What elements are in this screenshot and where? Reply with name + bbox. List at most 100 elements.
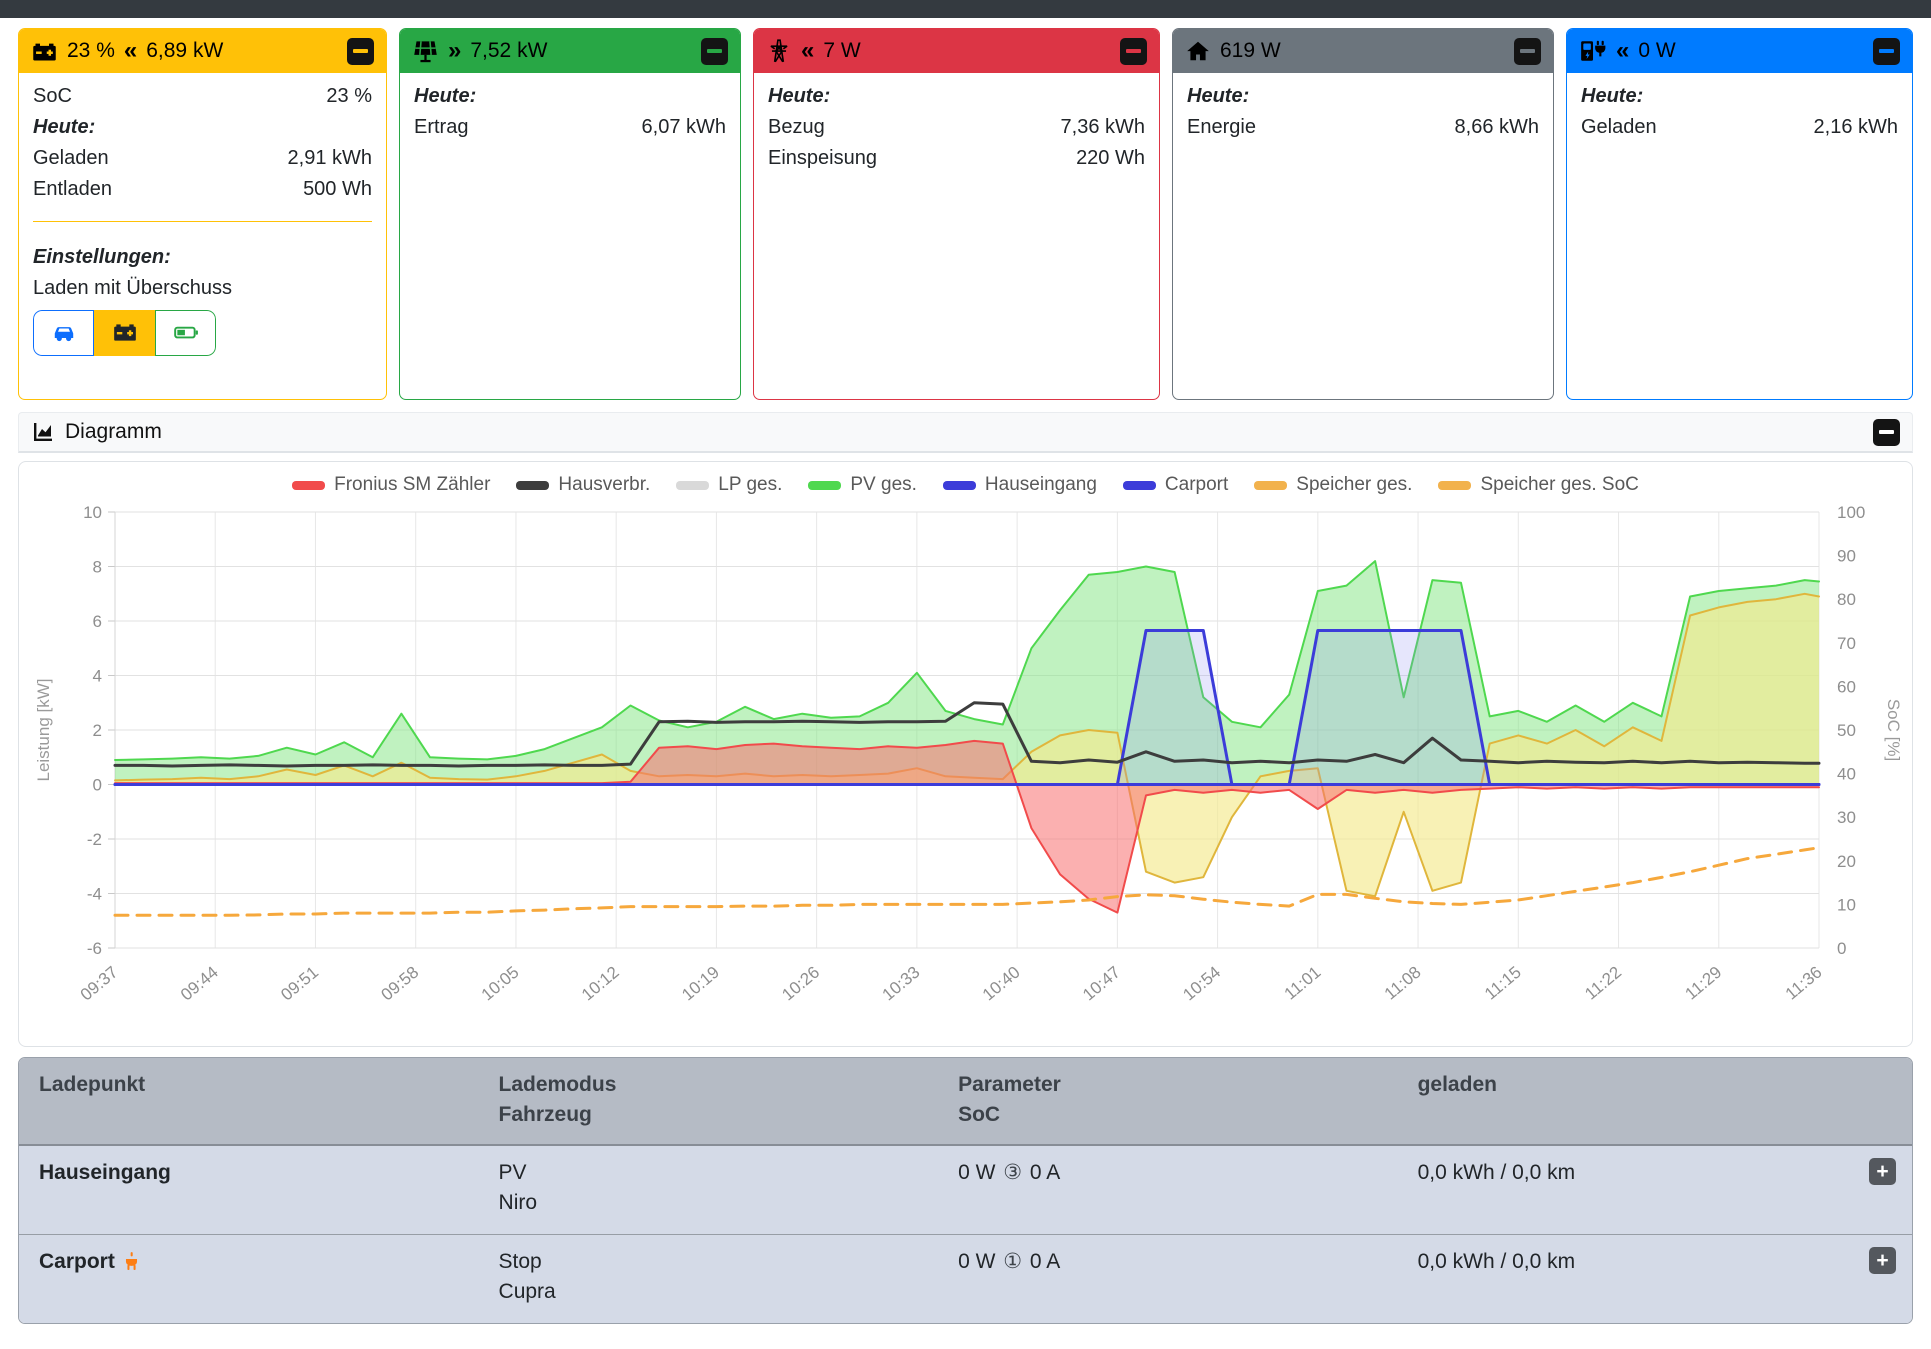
row-label: Entladen	[33, 174, 112, 205]
heute-heading: Heute:	[33, 112, 372, 143]
chevron-double-right-icon: »	[448, 41, 461, 61]
area-chart-icon	[31, 420, 55, 444]
minus-icon	[707, 49, 722, 53]
phase-count-badge: ①	[1001, 1250, 1024, 1273]
svg-text:40: 40	[1837, 765, 1856, 784]
svg-text:10:47: 10:47	[1079, 963, 1124, 1005]
svg-text:50: 50	[1837, 721, 1856, 740]
svg-text:09:44: 09:44	[177, 963, 222, 1005]
diagram-title: Diagramm	[65, 420, 162, 444]
svg-text:-6: -6	[87, 939, 102, 958]
legend-item[interactable]: Speicher ges. SoC	[1438, 474, 1638, 496]
expand-button[interactable]: +	[1869, 1247, 1896, 1274]
svg-text:4: 4	[93, 667, 102, 686]
svg-text:-4: -4	[87, 885, 102, 904]
house-card-header: 619 W	[1173, 29, 1553, 73]
svg-text:10:19: 10:19	[678, 963, 723, 1005]
legend-item[interactable]: PV ges.	[808, 474, 917, 496]
row-value: 7,36 kWh	[1061, 112, 1145, 143]
heute-heading: Heute:	[1581, 81, 1898, 112]
house-card-body: Heute: Energie 8,66 kWh	[1173, 73, 1553, 399]
legend-swatch	[676, 481, 709, 490]
soc-value: 23 %	[326, 81, 372, 112]
heute-heading: Heute:	[1187, 81, 1539, 112]
header-geladen: geladen	[1418, 1070, 1892, 1130]
minus-icon	[1879, 430, 1894, 434]
divider	[33, 221, 372, 222]
collapse-button[interactable]	[1873, 419, 1900, 446]
battery-priority-button[interactable]	[94, 310, 155, 356]
storage-power-value: 6,89 kW	[146, 39, 223, 63]
minus-icon	[1520, 49, 1535, 53]
collapse-button[interactable]	[1120, 38, 1147, 65]
legend-swatch	[808, 481, 841, 490]
mode-vehicle-cell: StopCupra	[499, 1247, 959, 1307]
top-bar	[0, 0, 1931, 18]
transmission-tower-icon	[766, 38, 792, 64]
svg-text:10: 10	[83, 503, 102, 522]
status-cards-row: 23 % « 6,89 kW SoC23 % Heute: Geladen2,9…	[18, 28, 1913, 400]
einstellungen-heading: Einstellungen:	[33, 242, 372, 273]
table-header-row: Ladepunkt LademodusFahrzeug ParameterSoC…	[19, 1058, 1912, 1146]
header-lademodus-fahrzeug: LademodusFahrzeug	[499, 1070, 959, 1130]
collapse-button[interactable]	[347, 38, 374, 65]
svg-text:10:12: 10:12	[578, 963, 623, 1005]
header-ladepunkt: Ladepunkt	[39, 1070, 499, 1130]
chargepoints-card-body: Heute: Geladen 2,16 kWh	[1567, 73, 1912, 399]
svg-text:6: 6	[93, 612, 102, 631]
svg-text:09:51: 09:51	[277, 963, 322, 1005]
storage-mode-button-group	[33, 310, 216, 356]
row-value: 8,66 kWh	[1455, 112, 1539, 143]
min-soc-button[interactable]	[155, 310, 216, 356]
minus-icon	[353, 49, 368, 53]
house-icon	[1185, 38, 1211, 64]
legend-item[interactable]: Speicher ges.	[1254, 474, 1412, 496]
plug-icon	[123, 1250, 140, 1280]
chargepoint-name: Carport	[39, 1247, 499, 1307]
svg-text:SoC [%]: SoC [%]	[1884, 699, 1903, 761]
mode-vehicle-cell: PVNiro	[499, 1158, 959, 1218]
svg-text:100: 100	[1837, 503, 1865, 522]
row-value: 2,16 kWh	[1814, 112, 1898, 143]
legend-item[interactable]: LP ges.	[676, 474, 782, 496]
power-chart: 1086420-2-4-6100908070605040302010009:37…	[27, 496, 1904, 1044]
svg-text:09:37: 09:37	[77, 963, 122, 1005]
car-priority-button[interactable]	[33, 310, 94, 356]
svg-text:11:08: 11:08	[1381, 963, 1425, 1004]
legend-item[interactable]: Fronius SM Zähler	[292, 474, 490, 496]
chargepoints-card: « 0 W Heute: Geladen 2,16 kWh	[1566, 28, 1913, 400]
soc-label: SoC	[33, 81, 72, 112]
storage-mode-label: Laden mit Überschuss	[33, 273, 372, 304]
table-row: Carport StopCupra 0 W ① 0 A 0,0 kWh / 0,…	[19, 1234, 1912, 1323]
legend-item[interactable]: Carport	[1123, 474, 1228, 496]
svg-text:10:05: 10:05	[478, 963, 523, 1005]
storage-card: 23 % « 6,89 kW SoC23 % Heute: Geladen2,9…	[18, 28, 387, 400]
legend-swatch	[1123, 481, 1156, 490]
collapse-button[interactable]	[1514, 38, 1541, 65]
svg-text:0: 0	[1837, 939, 1846, 958]
row-value: 220 Wh	[1076, 143, 1145, 174]
car-icon	[51, 319, 77, 348]
collapse-button[interactable]	[1873, 38, 1900, 65]
row-value: 6,07 kWh	[642, 112, 726, 143]
svg-text:20: 20	[1837, 852, 1856, 871]
charged-cell: 0,0 kWh / 0,0 km	[1418, 1158, 1892, 1218]
legend-item[interactable]: Hausverbr.	[516, 474, 650, 496]
legend-item[interactable]: Hauseingang	[943, 474, 1097, 496]
chevron-double-left-icon: «	[801, 41, 814, 61]
row-label: Bezug	[768, 112, 825, 143]
collapse-button[interactable]	[701, 38, 728, 65]
diagram-card: Fronius SM Zähler Hausverbr. LP ges. PV ges…	[18, 461, 1913, 1047]
storage-card-body: SoC23 % Heute: Geladen2,91 kWh Entladen5…	[19, 73, 386, 399]
svg-text:10:26: 10:26	[778, 963, 823, 1005]
chargepoint-table: Ladepunkt LademodusFahrzeug ParameterSoC…	[18, 1057, 1913, 1324]
grid-power-value: 7 W	[823, 39, 860, 63]
svg-text:2: 2	[93, 721, 102, 740]
svg-text:60: 60	[1837, 677, 1856, 696]
row-label: Geladen	[1581, 112, 1657, 143]
row-label: Energie	[1187, 112, 1256, 143]
expand-button[interactable]: +	[1869, 1158, 1896, 1185]
row-label: Geladen	[33, 143, 109, 174]
svg-text:30: 30	[1837, 808, 1856, 827]
chargepoints-card-header: « 0 W	[1567, 29, 1912, 73]
